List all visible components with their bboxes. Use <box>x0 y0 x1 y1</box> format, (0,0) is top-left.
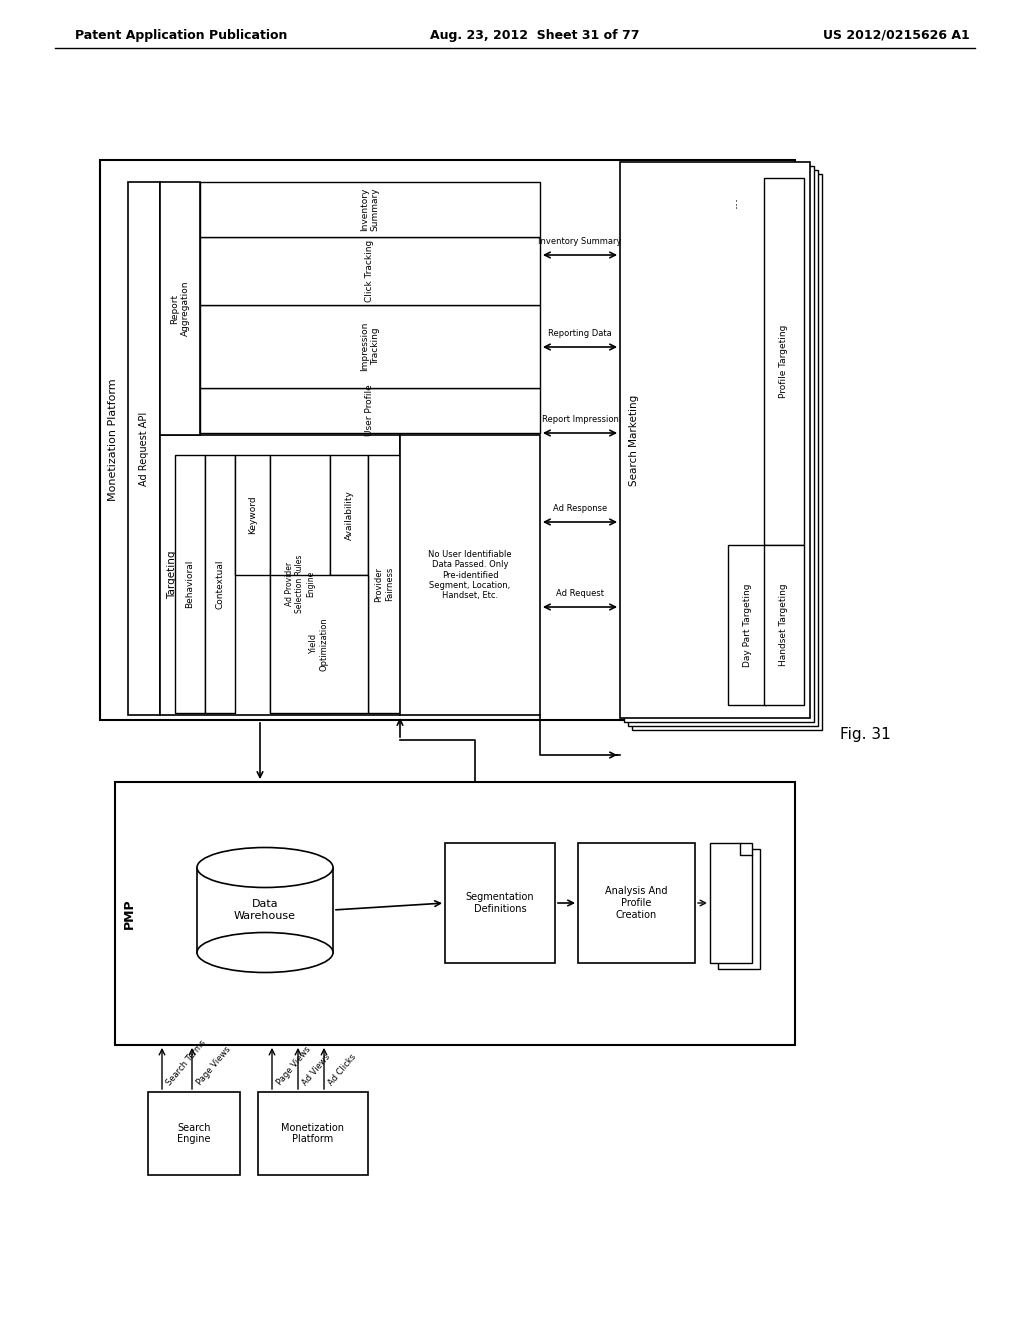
Text: User Profile: User Profile <box>366 384 375 437</box>
Text: Yield
Optimization: Yield Optimization <box>309 618 329 671</box>
FancyBboxPatch shape <box>258 1092 368 1175</box>
Text: Segmentation
Definitions: Segmentation Definitions <box>466 892 535 913</box>
Text: Profile Targeting: Profile Targeting <box>779 325 788 399</box>
Text: Inventory
Summary: Inventory Summary <box>360 187 380 231</box>
Text: Monetization Platform: Monetization Platform <box>108 379 118 502</box>
FancyBboxPatch shape <box>200 388 540 433</box>
FancyBboxPatch shape <box>270 455 330 713</box>
Text: PMP: PMP <box>123 898 135 929</box>
Text: ...: ... <box>726 195 739 209</box>
Text: Ad Request API: Ad Request API <box>139 412 150 486</box>
FancyBboxPatch shape <box>330 455 368 576</box>
Text: Keyword: Keyword <box>248 496 257 535</box>
Text: Fig. 31: Fig. 31 <box>840 727 891 742</box>
Ellipse shape <box>197 847 333 887</box>
FancyBboxPatch shape <box>200 238 540 305</box>
FancyBboxPatch shape <box>728 545 766 705</box>
Text: US 2012/0215626 A1: US 2012/0215626 A1 <box>823 29 970 41</box>
Text: Analysis And
Profile
Creation: Analysis And Profile Creation <box>605 887 668 920</box>
Ellipse shape <box>197 932 333 973</box>
Text: Ad Response: Ad Response <box>553 504 607 513</box>
Text: No User Identifiable
Data Passed. Only
Pre-identified
Segment, Location,
Handset: No User Identifiable Data Passed. Only P… <box>428 549 512 601</box>
FancyBboxPatch shape <box>445 843 555 964</box>
FancyBboxPatch shape <box>764 178 804 545</box>
Text: Reporting Data: Reporting Data <box>548 329 612 338</box>
FancyBboxPatch shape <box>628 170 818 726</box>
Bar <box>197 867 333 953</box>
FancyBboxPatch shape <box>624 166 814 722</box>
Text: Ad Request: Ad Request <box>556 589 604 598</box>
Text: Aug. 23, 2012  Sheet 31 of 77: Aug. 23, 2012 Sheet 31 of 77 <box>430 29 640 41</box>
Text: Report Impression: Report Impression <box>542 414 618 424</box>
FancyBboxPatch shape <box>100 160 795 719</box>
Text: Page Views: Page Views <box>195 1044 232 1086</box>
Text: Contextual: Contextual <box>215 560 224 609</box>
FancyBboxPatch shape <box>148 1092 240 1175</box>
Bar <box>718 849 760 969</box>
Text: Search Terms: Search Terms <box>165 1038 208 1086</box>
FancyBboxPatch shape <box>632 174 822 730</box>
Bar <box>710 843 752 964</box>
FancyBboxPatch shape <box>620 162 810 718</box>
FancyBboxPatch shape <box>128 182 160 715</box>
Text: Data
Warehouse: Data Warehouse <box>234 899 296 921</box>
Text: Impression
Tracking: Impression Tracking <box>360 322 380 371</box>
Text: Page Views: Page Views <box>275 1044 312 1086</box>
Text: Availability: Availability <box>344 490 353 540</box>
Text: Ad Provider
Selection Rules
Engine: Ad Provider Selection Rules Engine <box>285 554 315 614</box>
FancyBboxPatch shape <box>160 436 400 715</box>
Text: Behavioral: Behavioral <box>185 560 195 609</box>
FancyBboxPatch shape <box>200 182 540 238</box>
FancyBboxPatch shape <box>578 843 695 964</box>
Text: Day Part Targeting: Day Part Targeting <box>742 583 752 667</box>
Text: Patent Application Publication: Patent Application Publication <box>75 29 288 41</box>
Text: Monetization
Platform: Monetization Platform <box>282 1123 344 1144</box>
Text: Provider
Fairness: Provider Fairness <box>375 566 393 602</box>
FancyBboxPatch shape <box>200 305 540 388</box>
FancyBboxPatch shape <box>234 455 270 576</box>
FancyBboxPatch shape <box>400 436 540 715</box>
FancyBboxPatch shape <box>175 455 205 713</box>
FancyBboxPatch shape <box>270 576 368 713</box>
FancyBboxPatch shape <box>115 781 795 1045</box>
Text: Targeting: Targeting <box>167 550 177 599</box>
Text: Handset Targeting: Handset Targeting <box>779 583 788 667</box>
FancyBboxPatch shape <box>205 455 234 713</box>
Text: Inventory Summary: Inventory Summary <box>539 238 622 246</box>
Text: Click Tracking: Click Tracking <box>366 240 375 302</box>
Text: Report
Aggregation: Report Aggregation <box>170 281 189 337</box>
FancyBboxPatch shape <box>368 455 400 713</box>
Text: Search
Engine: Search Engine <box>177 1123 211 1144</box>
FancyBboxPatch shape <box>764 545 804 705</box>
Text: Ad Views: Ad Views <box>301 1052 333 1086</box>
Text: Ad Clicks: Ad Clicks <box>327 1052 358 1086</box>
Text: Search Marketing: Search Marketing <box>629 395 639 486</box>
FancyBboxPatch shape <box>160 182 200 436</box>
